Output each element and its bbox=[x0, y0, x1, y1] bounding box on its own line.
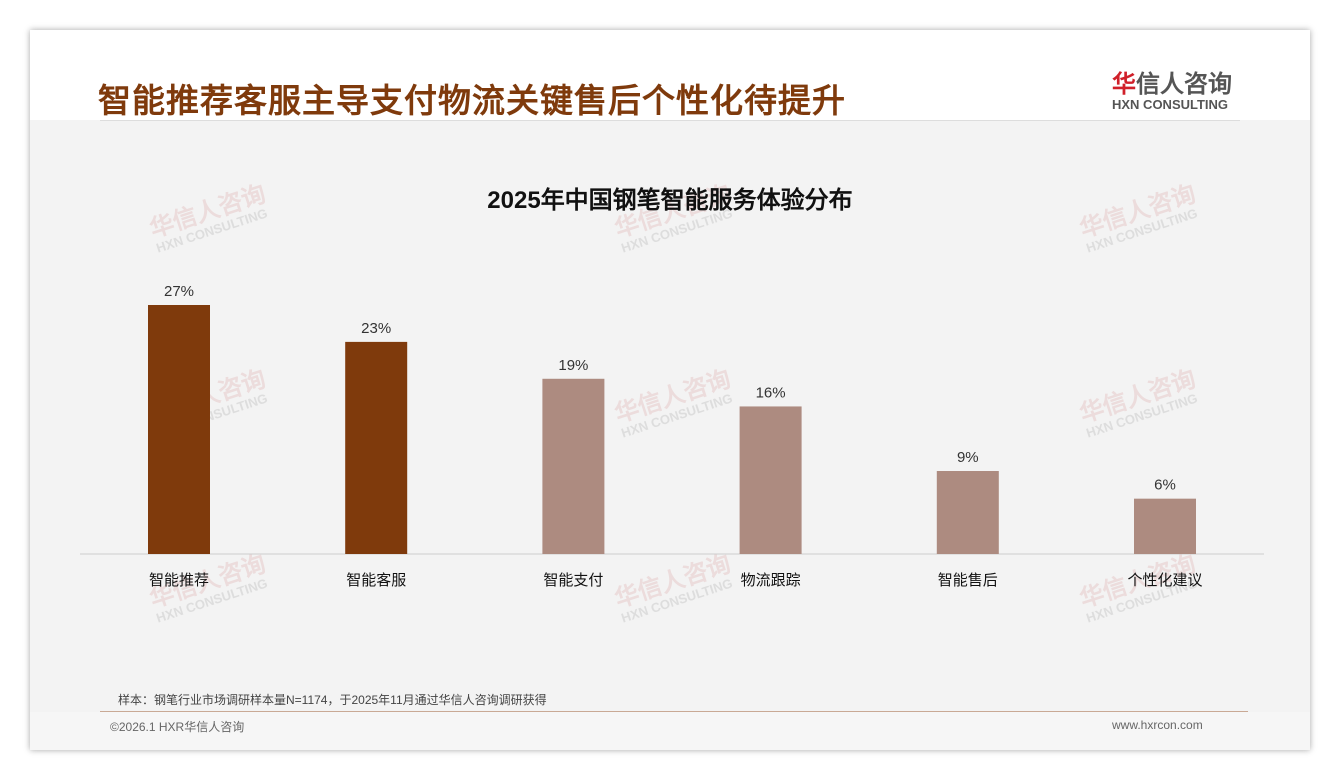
chart-title: 2025年中国钢笔智能服务体验分布 bbox=[487, 187, 853, 214]
bar bbox=[542, 378, 605, 554]
header-divider bbox=[100, 120, 1240, 121]
sample-note: 样本：钢笔行业市场调研样本量N=1174，于2025年11月通过华信人咨询调研获… bbox=[118, 693, 547, 707]
data-label: 23% bbox=[361, 320, 391, 337]
category-label: 智能售后 bbox=[938, 571, 998, 589]
category-label: 物流跟踪 bbox=[741, 572, 801, 589]
website: www.hxrcon.com bbox=[1112, 718, 1203, 732]
copyright: ©2026.1 HXR华信人咨询 bbox=[110, 720, 245, 734]
footer bbox=[30, 712, 1310, 750]
category-label: 智能客服 bbox=[346, 571, 406, 589]
logo-accent: 华 bbox=[1112, 71, 1136, 98]
category-label: 智能支付 bbox=[543, 571, 603, 589]
slide: 智能推荐客服主导支付物流关键售后个性化待提升 华信人咨询 HXN CONSULT… bbox=[30, 30, 1310, 750]
page-title: 智能推荐客服主导支付物流关键售后个性化待提升 bbox=[98, 82, 846, 119]
footer-divider bbox=[100, 711, 1248, 712]
logo-text: 信人咨询 bbox=[1136, 71, 1232, 98]
category-label: 个性化建议 bbox=[1127, 572, 1202, 589]
bar bbox=[936, 471, 999, 554]
category-label: 智能推荐 bbox=[149, 571, 209, 589]
data-label: 27% bbox=[164, 283, 194, 300]
bar bbox=[739, 406, 802, 554]
bar-chart: 27% 智能推荐 23% 智能客服 19% 智能支付 16% 物流跟踪 9% 智能售后 6% 个性化建… bbox=[80, 283, 1264, 589]
bar bbox=[1134, 498, 1196, 554]
logo-en: HXN CONSULTING bbox=[1112, 97, 1229, 112]
data-label: 19% bbox=[558, 357, 588, 374]
logo: 华信人咨询 HXN CONSULTING bbox=[1112, 64, 1232, 112]
data-label: 6% bbox=[1154, 477, 1176, 494]
data-label: 16% bbox=[756, 384, 786, 401]
bar bbox=[148, 305, 210, 554]
data-label: 9% bbox=[957, 449, 979, 466]
header bbox=[30, 30, 1310, 120]
bar bbox=[345, 341, 408, 554]
